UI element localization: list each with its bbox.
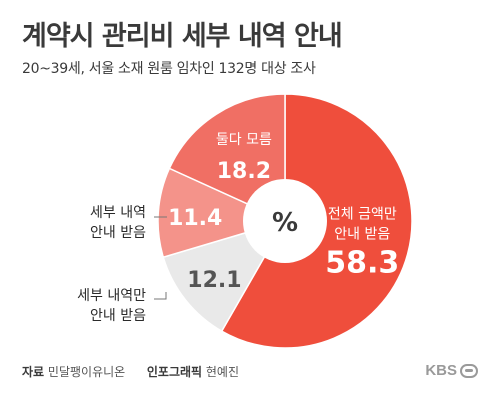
logo-icon — [460, 363, 478, 378]
slice-label-detail-only: 12.1 — [187, 268, 241, 293]
pie-slice-dont-know — [168, 93, 286, 223]
label-detail-line1: 세부 내역 — [90, 205, 146, 221]
label-detail-only: 세부 내역만 안내 받음 — [77, 286, 146, 326]
slice-category-dont-know-0: 둘다 모름 — [216, 132, 272, 148]
label-detail: 세부 내역 안내 받음 — [90, 203, 146, 243]
slice-label-detail: 11.4 — [168, 206, 222, 231]
kbs-logo: KBS — [425, 362, 478, 379]
footer-credits: 자료 민달팽이유니온 인포그래픽 현예진 — [22, 363, 239, 380]
data-label-dont-know: 18.2 — [217, 159, 271, 184]
donut-hole — [243, 179, 327, 263]
logo-text: KBS — [425, 362, 457, 379]
slice-category-total-only-1: 안내 받음 — [334, 227, 390, 243]
chart-subtitle: 20~39세, 서울 소재 원룸 임차인 132명 대상 조사 — [22, 61, 316, 77]
pie-slice-detail — [157, 167, 288, 259]
data-label-detail-only: 12.1 — [187, 268, 241, 293]
center-percent-label: % — [272, 208, 298, 238]
slice-category-total-only-0: 전체 금액만 — [328, 207, 397, 223]
slice-label-dont-know: 둘다 모름 18.2 — [216, 132, 272, 184]
leader-line-detail-only — [154, 292, 167, 300]
label-detail-only-line2: 안내 받음 — [90, 308, 146, 324]
label-detail-line2: 안내 받음 — [90, 225, 146, 241]
source-value: 민달팽이유니온 — [47, 365, 126, 379]
source-key: 자료 — [22, 365, 45, 379]
chart-title: 계약시 관리비 세부 내역 안내 — [22, 21, 343, 52]
data-label-total-only: 58.3 — [325, 246, 399, 281]
label-detail-only-line1: 세부 내역만 — [77, 288, 146, 304]
data-label-detail: 11.4 — [168, 206, 222, 231]
graphic-key: 인포그래픽 — [146, 365, 203, 379]
graphic-value: 현예진 — [205, 365, 240, 379]
